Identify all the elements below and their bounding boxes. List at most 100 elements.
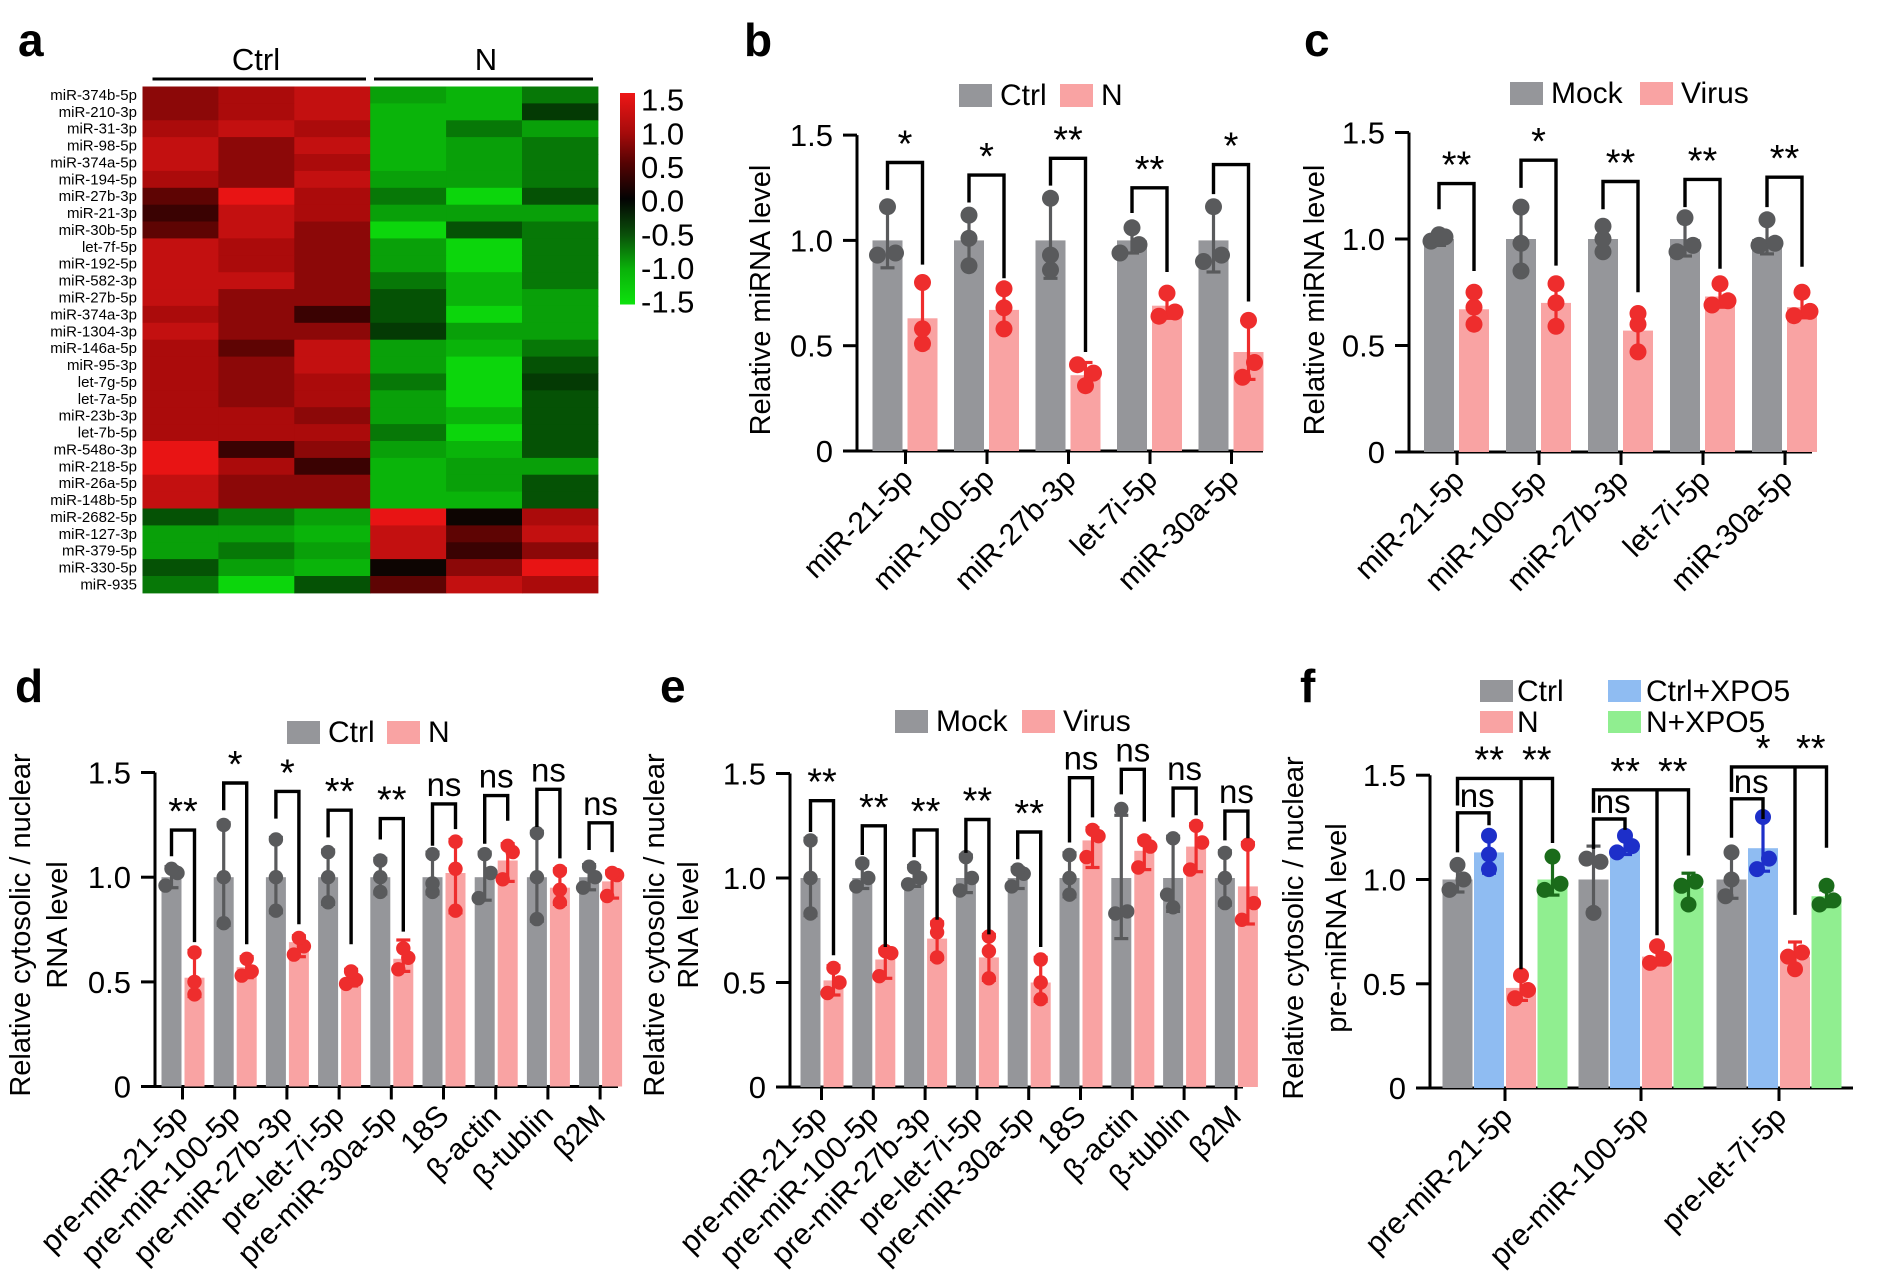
svg-text:Virus: Virus	[1063, 705, 1131, 738]
svg-text:0.5: 0.5	[1342, 329, 1385, 364]
svg-text:miR-330-5p: miR-330-5p	[59, 560, 137, 577]
svg-text:*: *	[979, 136, 994, 178]
svg-text:0.5: 0.5	[790, 329, 833, 364]
svg-text:Relative cytosolic / nuclear: Relative cytosolic / nuclear	[5, 753, 37, 1097]
svg-text:ns: ns	[1064, 740, 1099, 777]
svg-text:mR-379-5p: mR-379-5p	[62, 543, 137, 560]
svg-text:miR-2682-5p: miR-2682-5p	[50, 509, 137, 526]
svg-text:1.5: 1.5	[790, 118, 833, 153]
svg-text:mR-548o-3p: mR-548o-3p	[54, 441, 137, 458]
svg-text:0.5: 0.5	[1363, 967, 1406, 1002]
svg-text:miR-192-5p: miR-192-5p	[59, 256, 137, 273]
svg-text:ns: ns	[479, 758, 514, 795]
svg-text:let-7a-5p: let-7a-5p	[78, 391, 137, 408]
svg-text:**: **	[963, 781, 993, 823]
svg-text:1.0: 1.0	[790, 223, 833, 258]
svg-text:**: **	[1014, 793, 1044, 835]
svg-text:0: 0	[816, 434, 833, 469]
svg-text:miR-582-3p: miR-582-3p	[59, 273, 137, 290]
svg-text:1.0: 1.0	[1342, 222, 1385, 257]
svg-text:*: *	[1531, 121, 1546, 163]
svg-text:0.5: 0.5	[723, 966, 766, 1001]
svg-text:**: **	[1474, 739, 1504, 781]
svg-text:RNA level: RNA level	[42, 861, 74, 988]
svg-text:miR-1304-3p: miR-1304-3p	[50, 323, 137, 340]
svg-text:miR-210-3p: miR-210-3p	[59, 104, 137, 121]
svg-text:1.5: 1.5	[723, 757, 766, 792]
svg-text:N: N	[428, 716, 450, 749]
svg-text:Ctrl: Ctrl	[1517, 675, 1564, 708]
svg-text:Ctrl: Ctrl	[328, 716, 375, 749]
svg-text:let-7b-5p: let-7b-5p	[78, 425, 137, 442]
svg-text:-1.0: -1.0	[641, 251, 694, 286]
svg-text:miR-30b-5p: miR-30b-5p	[59, 222, 137, 239]
svg-text:0: 0	[1389, 1071, 1406, 1106]
svg-text:**: **	[1522, 739, 1552, 781]
svg-text:miR-194-5p: miR-194-5p	[59, 171, 137, 188]
svg-text:0.5: 0.5	[641, 150, 684, 185]
svg-text:ns: ns	[1219, 773, 1254, 810]
svg-text:1.5: 1.5	[1342, 116, 1385, 151]
svg-text:Mock: Mock	[936, 705, 1009, 738]
svg-text:Relative miRNA level: Relative miRNA level	[1299, 165, 1331, 436]
svg-text:miR-935: miR-935	[80, 577, 137, 594]
svg-text:0.5: 0.5	[88, 965, 131, 1000]
svg-text:**: **	[377, 780, 407, 822]
svg-text:1.0: 1.0	[1363, 863, 1406, 898]
svg-text:ns: ns	[531, 751, 566, 788]
svg-text:**: **	[807, 762, 837, 804]
svg-text:pre-miRNA level: pre-miRNA level	[1321, 823, 1353, 1033]
svg-text:-0.5: -0.5	[641, 217, 694, 252]
svg-text:d: d	[15, 660, 43, 712]
svg-text:Virus: Virus	[1681, 77, 1749, 110]
svg-text:1.0: 1.0	[88, 860, 131, 895]
svg-text:miR-21-3p: miR-21-3p	[67, 205, 137, 222]
svg-text:*: *	[898, 124, 913, 166]
svg-text:**: **	[1770, 138, 1800, 180]
svg-text:1.0: 1.0	[723, 861, 766, 896]
svg-text:**: **	[1796, 728, 1826, 770]
svg-text:miR-374b-5p: miR-374b-5p	[50, 87, 137, 104]
svg-text:miR-374a-5p: miR-374a-5p	[50, 155, 137, 172]
svg-text:-1.5: -1.5	[641, 285, 694, 320]
svg-text:Ctrl+XPO5: Ctrl+XPO5	[1646, 675, 1790, 708]
svg-text:*: *	[280, 752, 295, 794]
svg-text:**: **	[1442, 145, 1472, 187]
svg-text:ns: ns	[583, 785, 618, 822]
svg-text:Relative cytosolic / nuclear: Relative cytosolic / nuclear	[639, 753, 671, 1097]
svg-text:miR-27b-3p: miR-27b-3p	[59, 188, 137, 205]
svg-text:f: f	[1300, 660, 1316, 712]
svg-text:**: **	[1658, 751, 1688, 793]
svg-text:**: **	[1135, 149, 1165, 191]
svg-text:e: e	[660, 660, 686, 712]
svg-text:let-7g-5p: let-7g-5p	[78, 374, 137, 391]
svg-text:Ctrl: Ctrl	[1000, 79, 1047, 112]
svg-text:1.5: 1.5	[88, 756, 131, 791]
svg-text:N: N	[475, 42, 497, 77]
svg-text:0: 0	[749, 1070, 766, 1105]
svg-text:miR-374a-3p: miR-374a-3p	[50, 306, 137, 323]
svg-text:miR-148b-5p: miR-148b-5p	[50, 492, 137, 509]
svg-text:ns: ns	[1167, 750, 1202, 787]
svg-text:miR-98-5p: miR-98-5p	[67, 138, 137, 155]
svg-text:*: *	[228, 744, 243, 786]
svg-text:c: c	[1304, 14, 1330, 66]
svg-text:**: **	[325, 771, 355, 813]
svg-text:*: *	[1224, 126, 1239, 168]
svg-text:1.5: 1.5	[641, 83, 684, 118]
svg-text:0: 0	[1368, 435, 1385, 470]
svg-text:ns: ns	[1734, 763, 1769, 800]
svg-text:0.0: 0.0	[641, 184, 684, 219]
svg-text:b: b	[744, 14, 772, 66]
svg-text:N: N	[1517, 706, 1539, 739]
svg-text:**: **	[859, 787, 889, 829]
svg-text:let-7f-5p: let-7f-5p	[82, 239, 137, 256]
svg-text:**: **	[1053, 119, 1083, 161]
svg-text:miR-127-3p: miR-127-3p	[59, 526, 137, 543]
svg-text:a: a	[18, 14, 44, 66]
svg-text:Ctrl: Ctrl	[232, 42, 280, 77]
svg-text:miR-27b-5p: miR-27b-5p	[59, 290, 137, 307]
svg-text:**: **	[1606, 143, 1636, 185]
svg-text:Mock: Mock	[1551, 77, 1624, 110]
svg-text:miR-26a-5p: miR-26a-5p	[59, 475, 137, 492]
